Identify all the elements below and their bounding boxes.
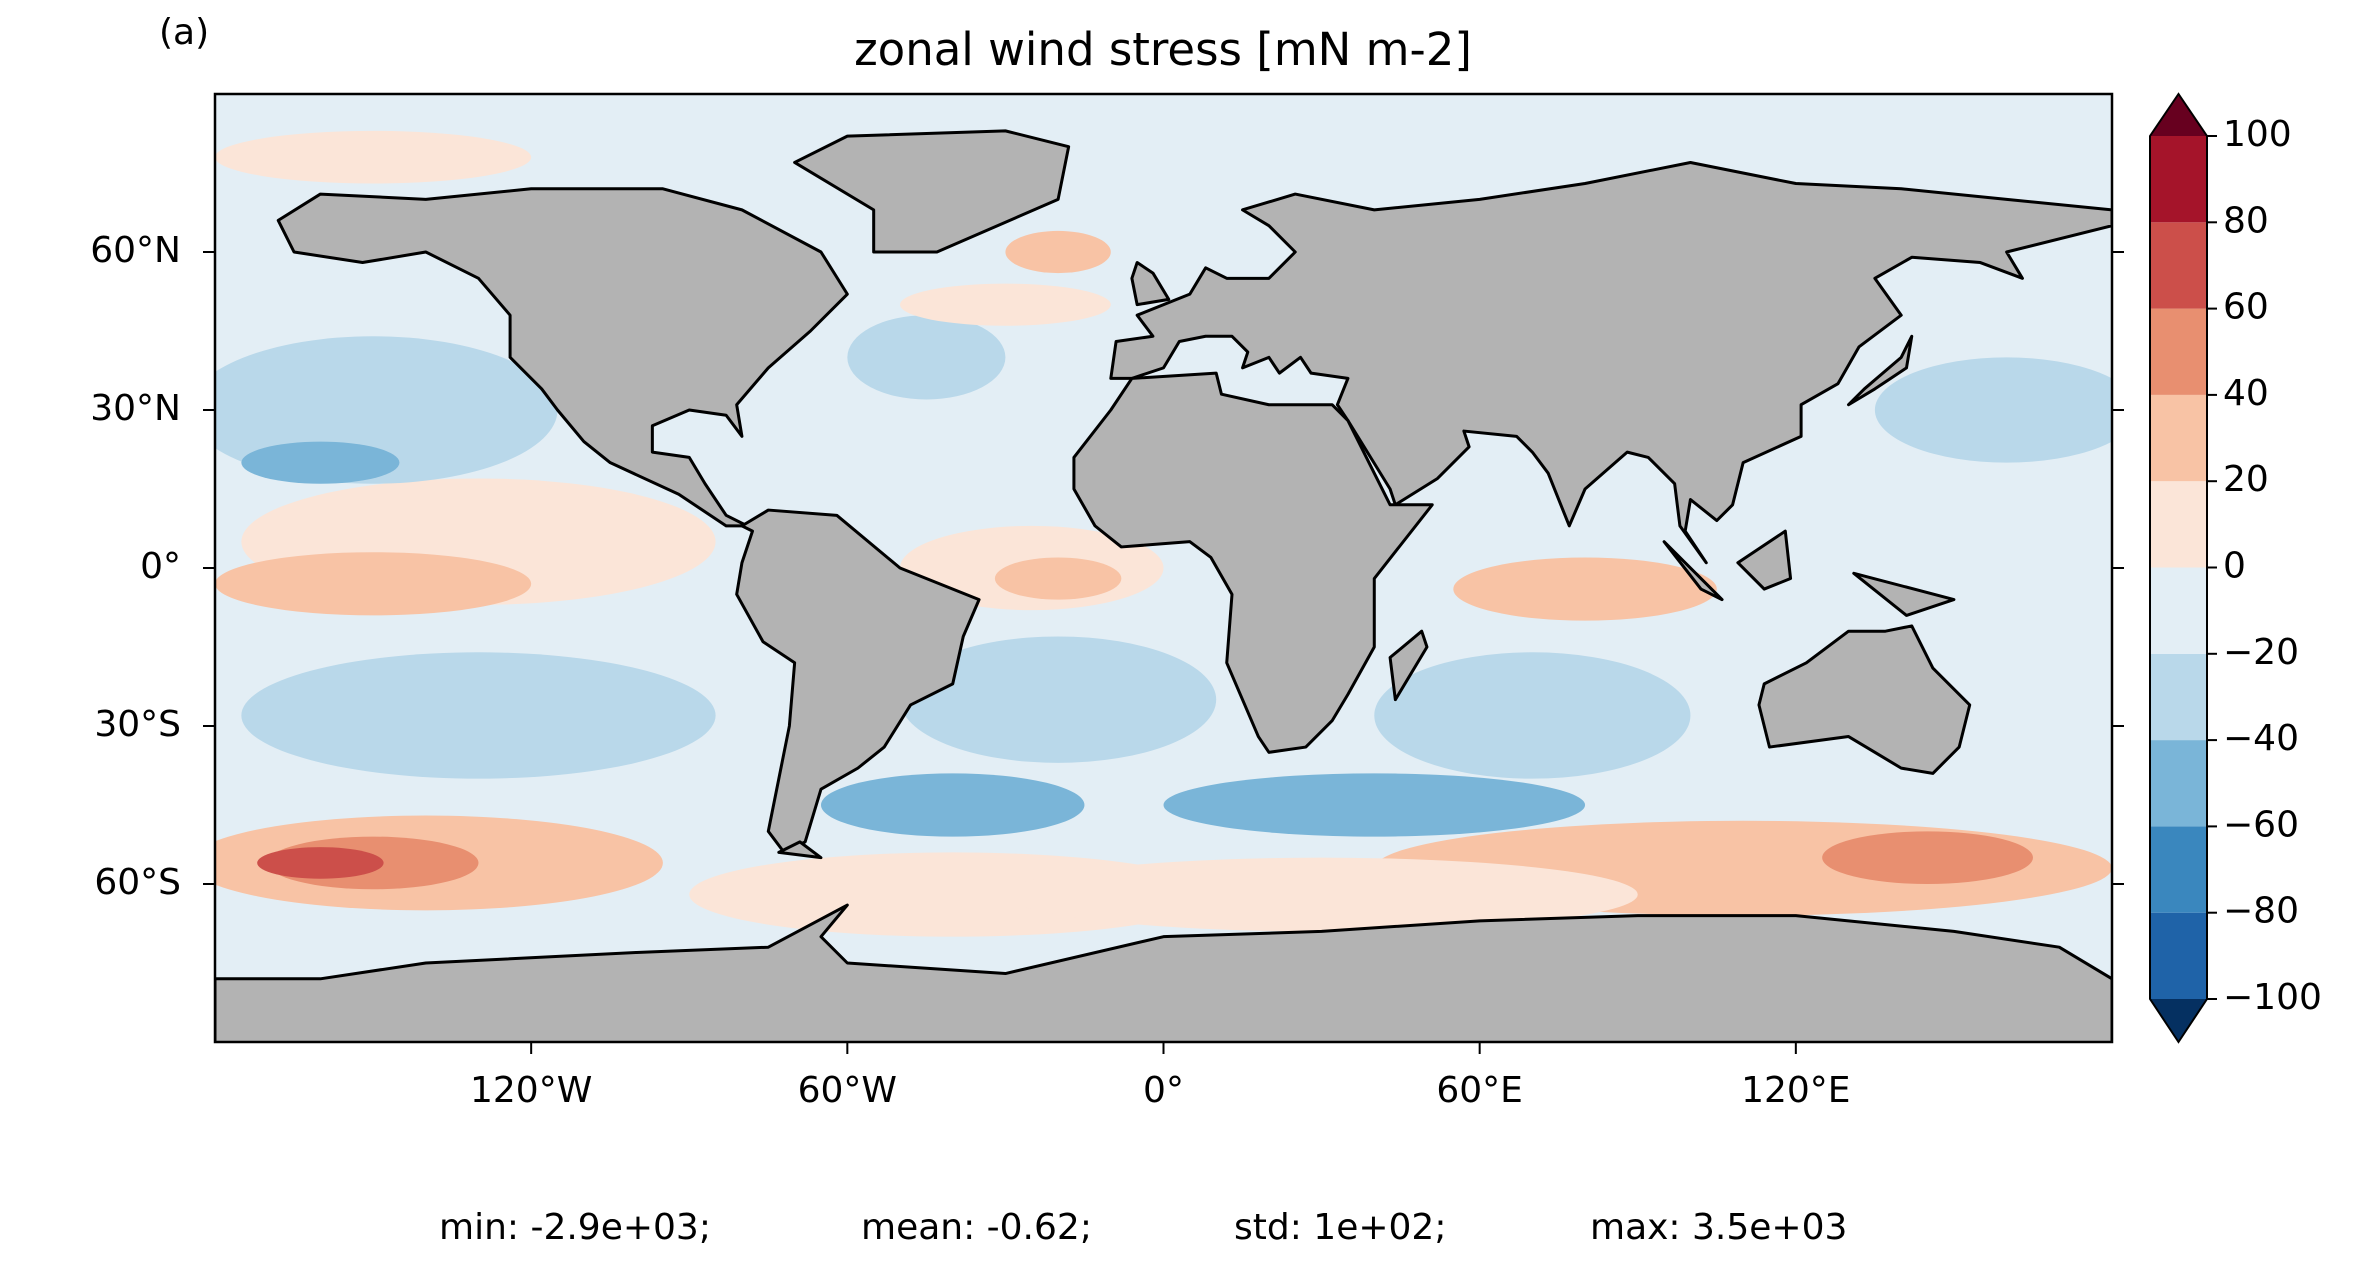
land xyxy=(777,840,823,860)
colorbar-tick-label: 80 xyxy=(2223,200,2269,241)
x-tick-label: 120°E xyxy=(1741,1070,1850,1111)
land xyxy=(1847,334,1914,407)
stat-label: std: 1e+02; xyxy=(1234,1207,1446,1248)
colorbar-tick-label: −80 xyxy=(2223,891,2299,932)
colorbar-tick-label: −100 xyxy=(2223,977,2322,1018)
colorbar-tick-label: 20 xyxy=(2223,459,2269,500)
colorbar-bin xyxy=(2150,826,2207,913)
x-tick-label: 120°W xyxy=(470,1070,592,1111)
land xyxy=(1852,571,1956,617)
colorbar-over xyxy=(2150,94,2207,136)
stress-pattern xyxy=(1822,831,2033,885)
chart-title: zonal wind stress [mN m-2] xyxy=(854,23,1472,76)
land xyxy=(793,129,1071,254)
colorbar-bin xyxy=(2150,653,2207,741)
stat-label: min: -2.9e+03; xyxy=(439,1207,711,1248)
land xyxy=(1388,629,1429,702)
colorbar-bin xyxy=(2150,308,2207,395)
stress-pattern xyxy=(257,847,384,879)
colorbar-bin xyxy=(2150,912,2207,999)
stress-pattern xyxy=(847,315,1006,400)
x-tick-label: 60°W xyxy=(798,1070,897,1111)
x-tick-label: 60°E xyxy=(1436,1070,1523,1111)
colorbar-tick-label: −60 xyxy=(2223,804,2299,845)
y-tick-label: 60°S xyxy=(94,862,181,903)
land xyxy=(735,508,981,854)
land xyxy=(1757,624,1972,775)
y-tick-label: 30°S xyxy=(94,704,181,745)
y-tick-label: 30°N xyxy=(90,388,181,429)
colorbar: 100 80 60 40 20 0 −20 −40 −60 −80 −100 xyxy=(2149,92,2322,1044)
stress-pattern xyxy=(900,283,1111,326)
panel-label: (a) xyxy=(159,12,209,53)
land xyxy=(1109,160,2112,565)
colorbar-tick-label: 60 xyxy=(2223,287,2269,328)
land xyxy=(1662,540,1724,602)
stress-pattern xyxy=(900,636,1217,763)
colorbar-tick-label: 100 xyxy=(2223,114,2292,155)
stress-pattern xyxy=(215,130,532,184)
land xyxy=(1130,261,1171,307)
stress-pattern xyxy=(820,773,1085,837)
stress-pattern xyxy=(241,441,400,484)
colorbar-tick-label: −20 xyxy=(2223,632,2299,673)
stress-pattern xyxy=(1374,652,1691,779)
colorbar-tick-label: −40 xyxy=(2223,718,2299,759)
stress-pattern xyxy=(1163,773,1586,837)
colorbar-bin xyxy=(2150,740,2207,827)
stat-label: max: 3.5e+03 xyxy=(1590,1207,1847,1248)
stress-pattern xyxy=(994,557,1122,600)
land xyxy=(1736,529,1793,591)
colorbar-under xyxy=(2150,999,2207,1042)
map xyxy=(215,94,2112,1042)
stress-pattern xyxy=(1005,857,1638,932)
stress-pattern xyxy=(1005,230,1111,274)
colorbar-bin xyxy=(2150,136,2207,223)
colorbar-bin xyxy=(2150,394,2207,482)
stress-pattern xyxy=(215,552,532,616)
land xyxy=(1072,371,1434,754)
stat-label: mean: -0.62; xyxy=(861,1207,1092,1248)
colorbar-bin xyxy=(2150,222,2207,309)
x-tick-label: 0° xyxy=(1143,1070,1184,1111)
colorbar-tick-label: 40 xyxy=(2223,373,2269,414)
land xyxy=(276,187,849,528)
colorbar-tick-label: 0 xyxy=(2223,546,2246,587)
y-tick-label: 0° xyxy=(140,546,181,587)
y-tick-label: 60°N xyxy=(90,230,181,271)
colorbar-bin xyxy=(2150,481,2207,568)
colorbar-bin xyxy=(2150,567,2207,654)
stress-pattern xyxy=(241,652,716,779)
stress-pattern xyxy=(1874,357,2112,463)
land xyxy=(215,903,2112,1042)
stress-pattern xyxy=(1453,557,1717,621)
